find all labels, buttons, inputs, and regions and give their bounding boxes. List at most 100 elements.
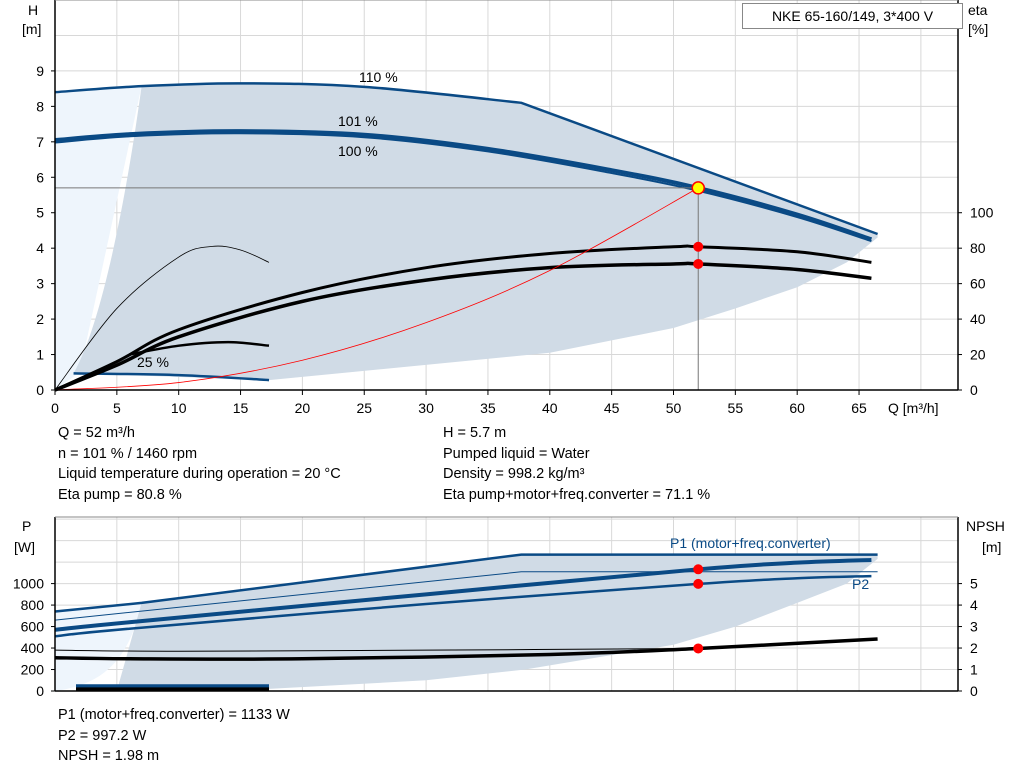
h-tick-label: 0 <box>36 382 44 398</box>
p2-point <box>693 578 704 589</box>
x-tick-label: 0 <box>51 400 59 416</box>
x-tick-label: 25 <box>356 400 372 416</box>
h-tick-label: 2 <box>36 311 44 327</box>
info-p1: P1 (motor+freq.converter) = 1133 W <box>58 707 290 723</box>
p-tick-label: 0 <box>36 683 44 699</box>
npsh-tick-label: 3 <box>970 619 978 635</box>
eta-tick-label: 0 <box>970 382 978 398</box>
label-p2: P2 <box>852 576 869 592</box>
label-100: 100 % <box>338 143 378 159</box>
info-temp: Liquid temperature during operation = 20… <box>58 466 341 482</box>
eta-tick-label: 60 <box>970 276 986 292</box>
x-tick-label: 65 <box>851 400 867 416</box>
h-tick-label: 3 <box>36 276 44 292</box>
npsh-tick-label: 5 <box>970 576 978 592</box>
top-curves <box>54 82 879 392</box>
curve-eta-4 <box>54 244 872 392</box>
eta-total-point <box>693 258 704 269</box>
x-tick-label: 50 <box>666 400 682 416</box>
h-tick-label: 8 <box>36 98 44 114</box>
power-range <box>116 554 878 691</box>
top-axes: 0 5 10 15 20 25 30 35 40 45 50 55 60 6501234567890204… <box>36 0 994 416</box>
info-density: Density = 998.2 kg/m³ <box>443 466 585 482</box>
npsh-tick-label: 4 <box>970 597 978 613</box>
info-liquid: Pumped liquid = Water <box>443 445 590 462</box>
eta-tick-label: 20 <box>970 347 986 363</box>
h-tick-label: 4 <box>36 240 44 256</box>
eta-pump-point <box>693 241 704 252</box>
curve-100 <box>54 132 872 243</box>
info-right: H = 5.7 m Pumped liquid = Water Density … <box>443 423 710 505</box>
x-tick-label: 45 <box>604 400 620 416</box>
eta-axis-label: eta <box>968 2 988 18</box>
power-curve-4 <box>54 647 699 652</box>
p1-point <box>693 564 704 575</box>
x-tick-label: 15 <box>233 400 249 416</box>
power-curve-3 <box>54 574 872 638</box>
h-tick-label: 7 <box>36 134 44 150</box>
low-flow-fill <box>55 86 142 391</box>
curve-eta-6 <box>54 245 270 391</box>
power-curve-0 <box>54 553 878 613</box>
label-110: 110 % <box>359 69 398 85</box>
info-h: H = 5.7 m <box>443 425 507 441</box>
info-q: Q = 52 m³/h <box>58 425 135 441</box>
npsh-axis-unit: [m] <box>982 539 1001 555</box>
info-p2: P2 = 997.2 W <box>58 727 147 744</box>
h-tick-label: 1 <box>36 347 44 363</box>
power-curve-5 <box>54 637 878 661</box>
label-25: 25 % <box>137 354 169 370</box>
curve-eta-7 <box>128 340 270 356</box>
npsh-point <box>693 643 704 654</box>
p-axis-label: P <box>22 518 31 534</box>
p-tick-label: 800 <box>21 597 45 613</box>
x-tick-label: 60 <box>789 400 805 416</box>
npsh-tick-label: 0 <box>970 683 978 699</box>
x-tick-label: 55 <box>728 400 744 416</box>
x-tick-label: 30 <box>418 400 434 416</box>
p-axis-unit: [W] <box>14 539 35 555</box>
x-tick-label: 35 <box>480 400 496 416</box>
info-left: Q = 52 m³/h n = 101 % / 1460 rpm Liquid … <box>58 423 341 505</box>
info-npsh: NPSH = 1.98 m <box>58 748 160 764</box>
x-tick-label: 5 <box>113 400 121 416</box>
h-axis-label: H <box>28 2 38 18</box>
h-tick-label: 5 <box>36 205 44 221</box>
eta-tick-label: 100 <box>970 205 994 221</box>
curve-110 <box>54 82 879 236</box>
x-tick-label: 40 <box>542 400 558 416</box>
curve-system <box>54 187 699 391</box>
info-n: n = 101 % / 1460 rpm <box>58 445 198 462</box>
operating-range-fill <box>55 83 878 391</box>
x-tick-label: 10 <box>171 400 187 416</box>
eta-tick-label: 40 <box>970 311 986 327</box>
eta-axis-unit: [%] <box>968 21 988 37</box>
h-axis-unit: [m] <box>22 21 41 37</box>
pump-title: NKE 65-160/149, 3*400 V <box>742 3 963 29</box>
curve-101 <box>54 129 873 242</box>
q-axis-label: Q [m³/h] <box>888 400 939 416</box>
power-curve-2 <box>54 557 872 632</box>
p-tick-label: 600 <box>21 619 45 635</box>
h-tick-label: 6 <box>36 169 44 185</box>
info-eta-pump: Eta pump = 80.8 % <box>58 486 182 503</box>
npsh-tick-label: 2 <box>970 640 978 656</box>
duty-point <box>691 181 705 195</box>
bottom-axes: 0 200 400 600 800 1000 0 1 2 3 4 5 <box>13 516 978 699</box>
info-bottom: P1 (motor+freq.converter) = 1133 W P2 = … <box>58 705 290 767</box>
p-tick-label: 200 <box>21 662 45 678</box>
label-101: 101 % <box>338 113 378 129</box>
npsh-tick-label: 1 <box>970 662 978 678</box>
label-p1: P1 (motor+freq.converter) <box>670 535 831 551</box>
p-tick-label: 1000 <box>13 576 44 592</box>
power-curve-1 <box>54 571 878 621</box>
p-tick-label: 400 <box>21 640 45 656</box>
h-tick-label: 9 <box>36 63 44 79</box>
npsh-axis-label: NPSH <box>966 518 1005 534</box>
operating-range <box>73 83 878 381</box>
x-tick-label: 20 <box>295 400 311 416</box>
eta-tick-label: 80 <box>970 240 986 256</box>
info-eta-total: Eta pump+motor+freq.converter = 71.1 % <box>443 486 711 503</box>
bottom-curves <box>54 553 878 692</box>
